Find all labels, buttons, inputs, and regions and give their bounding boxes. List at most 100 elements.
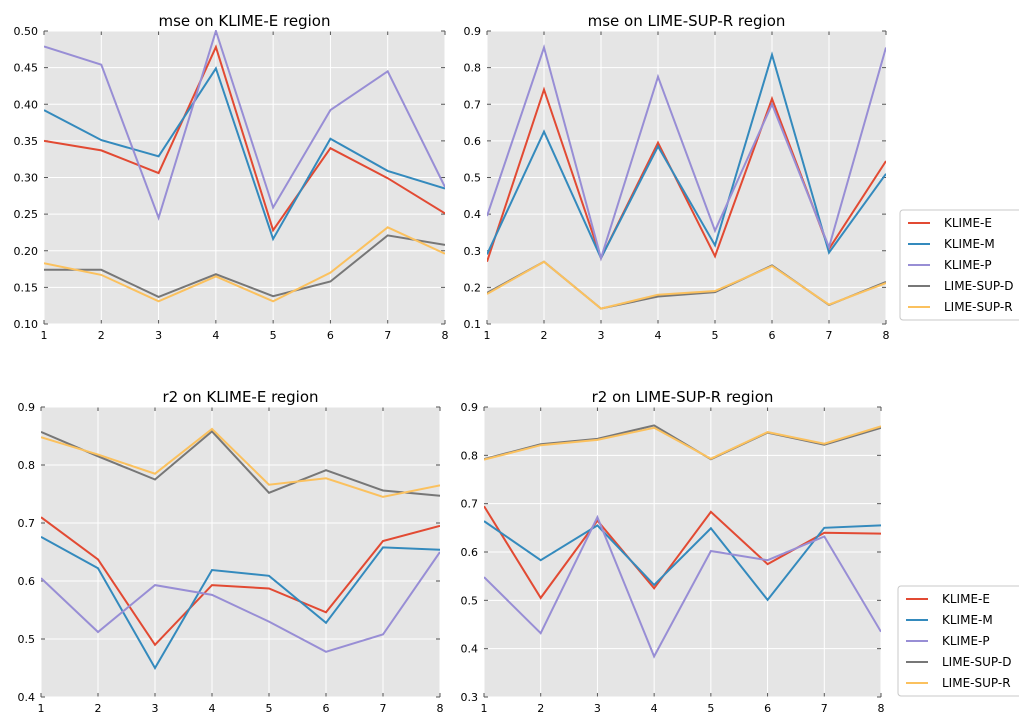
y-tick-label: 0.4	[464, 208, 482, 221]
series-line-lime-sup-r	[44, 226, 445, 303]
legend-label: LIME-SUP-R	[944, 300, 1013, 314]
x-tick-label: 6	[327, 329, 334, 342]
series-line-klime-e	[484, 505, 881, 600]
series-line-klime-p	[44, 30, 445, 221]
y-tick-label: 0.6	[18, 575, 36, 588]
series-line-klime-p	[487, 44, 886, 262]
chart-panel-3: 1 2 3 4 5 6 7 8 0.4 0.5 0.6 0.7 0.8 0.9 r2 on KLIME-E …	[18, 388, 444, 715]
x-tick-label: 5	[707, 702, 714, 715]
y-tick-label: 0.6	[461, 546, 479, 559]
series-line-lime-sup-d	[41, 430, 440, 497]
x-tick-label: 7	[826, 329, 833, 342]
y-tick-label: 0.2	[464, 281, 482, 294]
x-tick-label: 4	[651, 702, 658, 715]
legend-label: LIME-SUP-D	[944, 279, 1013, 293]
y-tick-label: 0.9	[18, 401, 36, 414]
x-tick-label: 2	[537, 702, 544, 715]
x-tick-label: 8	[883, 329, 890, 342]
y-tick-label: 0.40	[14, 98, 39, 111]
x-tick-label: 5	[266, 702, 273, 715]
y-tick-label: 0.8	[18, 459, 36, 472]
x-tick-label: 5	[712, 329, 719, 342]
y-tick-label: 0.45	[14, 62, 39, 75]
x-tick-label: 7	[821, 702, 828, 715]
series-line-klime-m	[41, 536, 440, 671]
y-tick-label: 0.5	[18, 633, 36, 646]
legend-label: LIME-SUP-R	[942, 676, 1011, 690]
x-tick-label: 6	[769, 329, 776, 342]
legend-label: KLIME-M	[944, 237, 995, 251]
legend-label: KLIME-M	[942, 613, 993, 627]
y-tick-label: 0.4	[18, 691, 36, 704]
series-line-lime-sup-r	[41, 427, 440, 498]
y-tick-label: 0.25	[14, 208, 39, 221]
y-tick-label: 0.10	[14, 318, 39, 331]
y-tick-label: 0.1	[464, 318, 482, 331]
series-line-klime-e	[41, 516, 440, 647]
y-tick-label: 0.7	[18, 517, 36, 530]
x-tick-label: 3	[594, 702, 601, 715]
y-tick-label: 0.5	[461, 594, 479, 607]
x-tick-label: 2	[95, 702, 102, 715]
x-tick-label: 5	[270, 329, 277, 342]
chart-title: mse on KLIME-E region	[158, 12, 330, 30]
y-tick-label: 0.30	[14, 172, 39, 185]
y-tick-label: 0.8	[461, 449, 479, 462]
legend-box	[897, 585, 1019, 697]
series-line-klime-m	[44, 66, 445, 242]
x-tick-label: 7	[380, 702, 387, 715]
x-tick-label: 3	[152, 702, 159, 715]
y-tick-label: 0.3	[464, 245, 482, 258]
y-tick-label: 0.8	[464, 62, 482, 75]
x-tick-label: 6	[323, 702, 330, 715]
y-tick-label: 0.20	[14, 245, 39, 258]
series-line-klime-e	[44, 44, 445, 233]
x-tick-label: 1	[41, 329, 48, 342]
series-line-lime-sup-r	[487, 260, 886, 310]
x-tick-label: 3	[598, 329, 605, 342]
legend: KLIME-E KLIME-M KLIME-P LIME-SUP-D LIME-SUP-…	[897, 585, 1019, 697]
chart-panel-4: 1 2 3 4 5 6 7 8 0.3 0.4 0.5 0.6 0.7 0.8 0.9 r2 on LIME-…	[461, 388, 1019, 715]
x-tick-label: 1	[484, 329, 491, 342]
x-tick-label: 3	[155, 329, 162, 342]
y-tick-label: 0.3	[461, 691, 479, 704]
chart-title: r2 on LIME-SUP-R region	[592, 388, 774, 406]
y-tick-label: 0.50	[14, 25, 39, 38]
x-tick-label: 8	[437, 702, 444, 715]
x-tick-label: 8	[442, 329, 449, 342]
legend: KLIME-E KLIME-M KLIME-P LIME-SUP-D LIME-SUP-…	[899, 209, 1019, 321]
x-tick-label: 7	[384, 329, 391, 342]
legend-box	[899, 209, 1019, 321]
x-tick-label: 4	[212, 329, 219, 342]
x-tick-label: 1	[38, 702, 45, 715]
chart-panel-2: 1 2 3 4 5 6 7 8 0.1 0.2 0.3 0.4 0.5 0.6 0.7 0.8 0.9 mse o…	[464, 12, 1019, 342]
series-line-klime-p	[484, 514, 881, 659]
x-tick-label: 2	[541, 329, 548, 342]
legend-label: KLIME-E	[944, 216, 992, 230]
legend-label: KLIME-P	[942, 634, 990, 648]
y-tick-label: 0.9	[464, 25, 482, 38]
series-line-klime-p	[41, 551, 440, 653]
series-line-klime-m	[487, 51, 886, 261]
chart-title: mse on LIME-SUP-R region	[588, 12, 786, 30]
x-tick-label: 4	[209, 702, 216, 715]
legend-label: LIME-SUP-D	[942, 655, 1011, 669]
series-line-lime-sup-r	[484, 425, 881, 461]
y-tick-label: 0.7	[461, 498, 479, 511]
x-tick-label: 2	[98, 329, 105, 342]
y-tick-label: 0.35	[14, 135, 39, 148]
chart-title: r2 on KLIME-E region	[162, 388, 318, 406]
y-tick-label: 0.6	[464, 135, 482, 148]
x-tick-label: 1	[481, 702, 488, 715]
x-tick-label: 6	[764, 702, 771, 715]
x-tick-label: 4	[655, 329, 662, 342]
y-tick-label: 0.15	[14, 281, 39, 294]
legend-label: KLIME-E	[942, 592, 990, 606]
series-line-lime-sup-d	[44, 234, 445, 298]
x-tick-label: 8	[878, 702, 885, 715]
y-tick-label: 0.7	[464, 98, 482, 111]
y-tick-label: 0.5	[464, 172, 482, 185]
y-tick-label: 0.4	[461, 643, 479, 656]
y-tick-label: 0.9	[461, 401, 479, 414]
